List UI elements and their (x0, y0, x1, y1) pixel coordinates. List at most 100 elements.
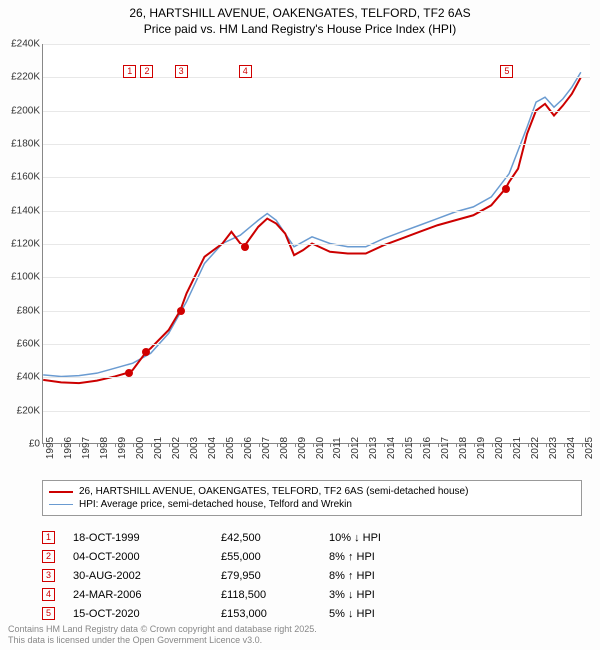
xtick-label: 2014 (386, 437, 397, 459)
sale-marker-2: 2 (140, 65, 153, 78)
sale-dot-2 (142, 348, 150, 356)
sales-row-price: £42,500 (221, 532, 311, 544)
legend-swatch-hpi (49, 504, 73, 506)
xtick-label: 2008 (279, 437, 290, 459)
sale-marker-1: 1 (123, 65, 136, 78)
sale-marker-5: 5 (500, 65, 513, 78)
sale-marker-3: 3 (175, 65, 188, 78)
series-line-hpi (43, 72, 581, 376)
chart-container: 26, HARTSHILL AVENUE, OAKENGATES, TELFOR… (0, 0, 600, 650)
xtick-label: 2001 (153, 437, 164, 459)
sale-dot-4 (241, 243, 249, 251)
xtick-label: 1996 (63, 437, 74, 459)
attribution-footer: Contains HM Land Registry data © Crown c… (8, 624, 317, 647)
xtick-label: 2005 (225, 437, 236, 459)
sales-row: 5 15-OCT-2020 £153,000 5% ↓ HPI (42, 604, 582, 623)
xtick-label: 2021 (512, 437, 523, 459)
sales-row-delta: 10% ↓ HPI (329, 532, 419, 544)
sales-row: 424-MAR-2006£118,5003% ↓ HPI (42, 585, 582, 604)
footer-line-2: This data is licensed under the Open Gov… (8, 635, 317, 646)
sales-row-marker: 3 (42, 569, 55, 582)
xtick (79, 443, 80, 447)
sales-row-price: £153,000 (221, 608, 311, 620)
xtick (259, 443, 260, 447)
sales-row-marker: 4 (42, 588, 55, 601)
xtick (546, 443, 547, 447)
sales-table: 118-OCT-1999£42,50010% ↓ HPI204-OCT-2000… (42, 528, 582, 623)
xtick-label: 1999 (117, 437, 128, 459)
gridline (43, 211, 590, 212)
gridline (43, 277, 590, 278)
gridline (43, 377, 590, 378)
ytick-label: £120K (2, 239, 40, 250)
sales-row-date: 24-MAR-2006 (73, 589, 203, 601)
sales-row-date: 04-OCT-2000 (73, 551, 203, 563)
xtick (528, 443, 529, 447)
xtick-label: 2007 (261, 437, 272, 459)
xtick (133, 443, 134, 447)
sales-row: 330-AUG-2002£79,9508% ↑ HPI (42, 566, 582, 585)
sale-dot-3 (177, 307, 185, 315)
sales-row: 1 18-OCT-1999 £42,500 10% ↓ HPI (42, 528, 582, 547)
ytick-label: £180K (2, 139, 40, 150)
xtick-label: 1998 (99, 437, 110, 459)
sales-row: 204-OCT-2000£55,0008% ↑ HPI (42, 547, 582, 566)
ytick-label: £220K (2, 72, 40, 83)
ytick-label: £20K (2, 405, 40, 416)
xtick-label: 2023 (548, 437, 559, 459)
xtick-label: 2016 (422, 437, 433, 459)
xtick (564, 443, 565, 447)
xtick-label: 2011 (332, 437, 343, 459)
sales-row-price: £79,950 (221, 570, 311, 582)
xtick (97, 443, 98, 447)
sale-marker-4: 4 (239, 65, 252, 78)
sales-row-date: 15-OCT-2020 (73, 608, 203, 620)
plot-area: 12 3 4 5 (42, 44, 590, 444)
xtick-label: 2018 (458, 437, 469, 459)
ytick-label: £100K (2, 272, 40, 283)
sales-row-price: £55,000 (221, 551, 311, 563)
legend-swatch-property (49, 491, 73, 493)
xtick-label: 2010 (315, 437, 326, 459)
sale-dot-5 (502, 185, 510, 193)
title-line-1: 26, HARTSHILL AVENUE, OAKENGATES, TELFOR… (0, 6, 600, 22)
xtick (187, 443, 188, 447)
xtick-label: 2004 (207, 437, 218, 459)
footer-line-1: Contains HM Land Registry data © Crown c… (8, 624, 317, 635)
gridline (43, 344, 590, 345)
ytick-label: £240K (2, 39, 40, 50)
chart-title: 26, HARTSHILL AVENUE, OAKENGATES, TELFOR… (0, 0, 600, 37)
xtick (277, 443, 278, 447)
xtick (582, 443, 583, 447)
ytick-label: £160K (2, 172, 40, 183)
xtick-label: 2003 (189, 437, 200, 459)
title-line-2: Price paid vs. HM Land Registry's House … (0, 22, 600, 38)
xtick-label: 2024 (566, 437, 577, 459)
sales-row-delta: 8% ↑ HPI (329, 551, 419, 563)
gridline (43, 177, 590, 178)
xtick-label: 2020 (494, 437, 505, 459)
legend-label-hpi: HPI: Average price, semi-detached house,… (79, 499, 352, 510)
series-line-property (43, 77, 581, 383)
xtick-label: 2006 (243, 437, 254, 459)
xtick-label: 2013 (368, 437, 379, 459)
gridline (43, 111, 590, 112)
sales-row-delta: 5% ↓ HPI (329, 608, 419, 620)
gridline (43, 411, 590, 412)
gridline (43, 144, 590, 145)
sales-row-marker: 1 (42, 531, 55, 544)
xtick (169, 443, 170, 447)
xtick (43, 443, 44, 447)
sale-dot-1 (125, 369, 133, 377)
xtick-label: 2017 (440, 437, 451, 459)
xtick-label: 2015 (404, 437, 415, 459)
ytick-label: £60K (2, 339, 40, 350)
legend-item-property: 26, HARTSHILL AVENUE, OAKENGATES, TELFOR… (49, 485, 575, 498)
xtick-label: 2025 (584, 437, 595, 459)
sales-row-date: 18-OCT-1999 (73, 532, 203, 544)
xtick (510, 443, 511, 447)
sales-row-marker: 5 (42, 607, 55, 620)
legend-item-hpi: HPI: Average price, semi-detached house,… (49, 498, 575, 511)
xtick (313, 443, 314, 447)
ytick-label: £140K (2, 205, 40, 216)
